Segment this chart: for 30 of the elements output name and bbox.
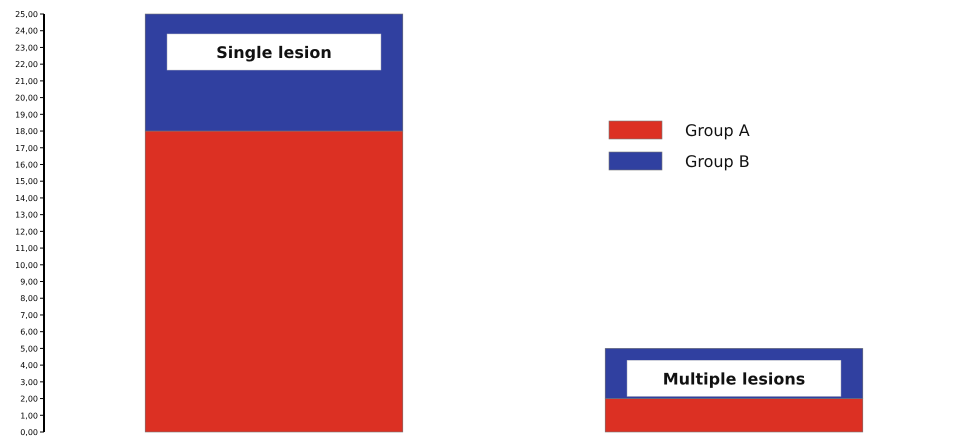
y-tick-label: 0,00 [20, 428, 38, 437]
y-tick-label: 6,00 [20, 328, 38, 337]
y-tick-label: 11,00 [15, 244, 38, 254]
y-tick-label: 9,00 [20, 278, 38, 287]
y-tick-label: 16,00 [15, 160, 38, 170]
y-tick-label: 20,00 [15, 94, 38, 103]
y-tick-label: 24,00 [15, 26, 38, 36]
y-tick-label: 13,00 [15, 210, 38, 220]
y-tick-label: 23,00 [15, 43, 38, 52]
y-tick-label: 18,00 [15, 127, 38, 136]
y-tick-label: 8,00 [20, 294, 38, 304]
y-tick-label: 2,00 [20, 394, 38, 404]
legend-label: Group A [685, 121, 750, 140]
y-tick-label: 4,00 [20, 361, 38, 370]
y-tick-label: 25,00 [15, 10, 38, 19]
y-tick-label: 10,00 [15, 260, 38, 270]
y-tick-label: 3,00 [20, 378, 38, 387]
y-tick-label: 19,00 [15, 110, 38, 120]
x-tick-label: Single lesion [216, 43, 332, 62]
legend-label: Group B [685, 152, 750, 171]
x-tick-label: Multiple lesions [662, 369, 806, 388]
y-tick-label: 7,00 [20, 310, 38, 320]
y-tick-label: 22,00 [15, 60, 38, 70]
y-tick-label: 17,00 [15, 144, 38, 153]
y-tick-label: 1,00 [20, 411, 38, 420]
y-tick-label: 14,00 [15, 194, 38, 203]
y-tick-label: 21,00 [15, 76, 38, 86]
y-tick-label: 15,00 [15, 177, 38, 186]
y-tick-label: 12,00 [15, 227, 38, 236]
y-tick-label: 5,00 [20, 344, 38, 354]
